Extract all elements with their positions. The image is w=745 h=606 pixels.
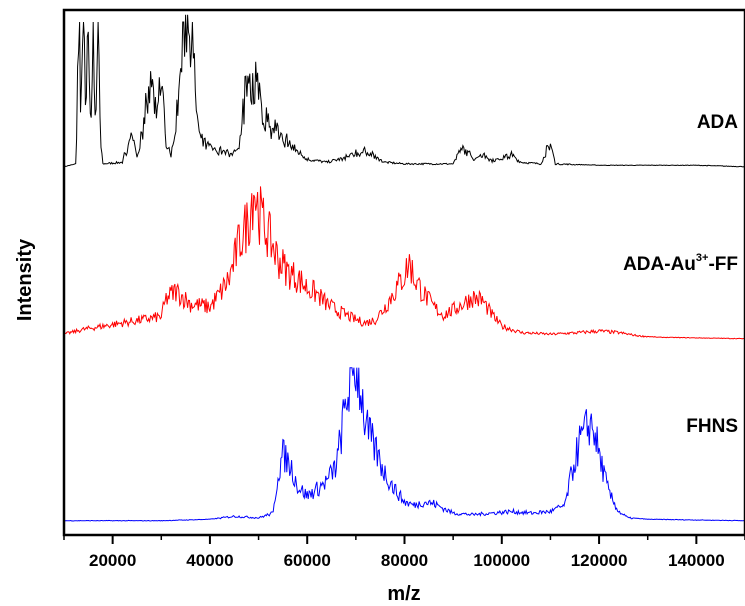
x-tick-label: 40000 [186,551,233,570]
series-line-3 [63,367,745,522]
series-label-1: ADA [697,112,738,133]
x-tick-label: 20000 [89,551,136,570]
y-axis-title: Intensity [14,238,36,321]
series-line-2 [63,186,745,340]
series-line-1 [63,14,745,168]
x-tick-label: 80000 [381,551,428,570]
x-axis-ticks: 20000 40000 60000 80000 100000 120000 140000 [63,535,745,570]
x-tick-label: 60000 [284,551,331,570]
series-label-2: ADA-Au3+-FF [623,252,738,275]
series-label-3: FHNS [686,416,738,437]
x-tick-label: 100000 [473,551,530,570]
x-axis-title: m/z [387,583,420,605]
series-labels: ADA ADA-Au3+-FF FHNS [623,112,738,437]
series-group [63,14,745,522]
x-tick-label: 120000 [571,551,628,570]
x-tick-label: 140000 [668,551,725,570]
